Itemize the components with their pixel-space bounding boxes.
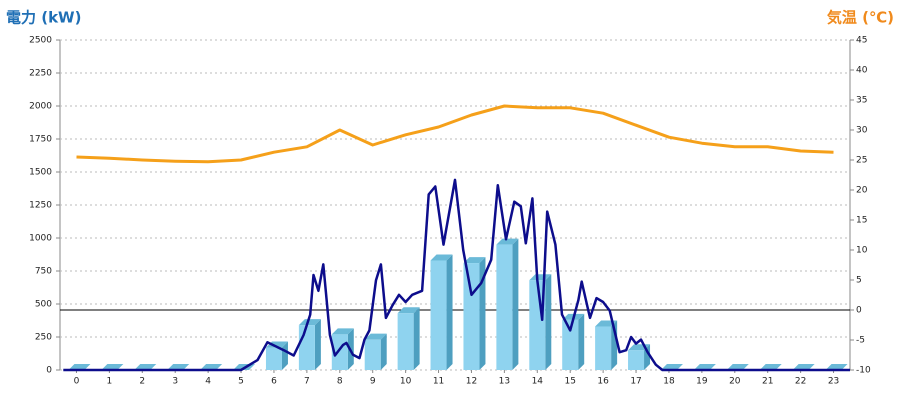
bar-side: [413, 307, 420, 370]
bar-top: [364, 333, 387, 340]
x-tick-label: 14: [532, 377, 544, 387]
x-tick-label: 17: [630, 377, 641, 387]
x-tick-label: 23: [828, 377, 839, 387]
bar-top: [397, 307, 420, 314]
x-tick-label: 18: [663, 377, 675, 387]
bar-side: [380, 333, 387, 370]
bar-top: [298, 319, 321, 326]
bar: [430, 260, 447, 370]
bar: [562, 319, 579, 370]
x-tick-label: 1: [107, 377, 113, 387]
temperature-line: [76, 104, 834, 164]
y2-tick-label: 35: [856, 96, 867, 106]
x-tick-label: 16: [597, 377, 609, 387]
x-tick-label: 6: [271, 377, 277, 387]
y2-tick-label: -5: [856, 336, 865, 346]
bar-side: [446, 254, 453, 370]
bar-top: [101, 364, 124, 370]
bar-top: [430, 254, 453, 261]
x-tick-label: 4: [205, 377, 211, 387]
x-tick-label: 3: [172, 377, 178, 387]
y-tick-label: 1000: [29, 234, 52, 244]
y2-tick-label: 40: [856, 66, 868, 76]
y2-tick-label: 20: [856, 186, 868, 196]
bar-top: [463, 257, 486, 264]
x-tick-label: 12: [466, 377, 477, 387]
y-tick-label: 1750: [29, 135, 52, 145]
y-tick-label: 2250: [29, 69, 52, 79]
bar-top: [825, 364, 848, 370]
y-tick-label: 250: [35, 333, 52, 343]
x-tick-label: 13: [499, 377, 510, 387]
power-line: [63, 178, 850, 372]
x-tick-label: 7: [304, 377, 310, 387]
bar-side: [479, 257, 486, 370]
left-axis-title: 電力 (kW): [6, 9, 81, 27]
y2-tick-label: 15: [856, 216, 867, 226]
bar-top: [660, 364, 683, 370]
x-tick-label: 19: [696, 377, 708, 387]
bar: [496, 244, 513, 370]
x-tick-label: 22: [795, 377, 806, 387]
bar-top: [167, 364, 190, 370]
bar: [364, 339, 381, 370]
y-tick-label: 750: [35, 267, 52, 277]
x-tick-label: 2: [139, 377, 145, 387]
x-tick-label: 11: [433, 377, 444, 387]
y-tick-label: 2500: [29, 36, 52, 46]
bar-top: [726, 364, 749, 370]
x-tick-label: 5: [238, 377, 244, 387]
x-tick-label: 8: [337, 377, 343, 387]
x-tick-label: 15: [564, 377, 575, 387]
bar-side: [545, 274, 552, 370]
y-tick-label: 1250: [29, 201, 52, 211]
y-tick-label: 500: [35, 300, 52, 310]
x-tick-label: 10: [400, 377, 412, 387]
x-tick-label: 20: [729, 377, 741, 387]
y2-tick-label: -10: [856, 366, 871, 376]
bar-top: [200, 364, 223, 370]
y-tick-label: 2000: [29, 102, 52, 112]
bar: [397, 313, 414, 370]
y2-tick-label: 45: [856, 36, 867, 46]
bar-side: [578, 313, 585, 370]
bar: [463, 263, 480, 370]
bar: [298, 325, 315, 370]
bar-top: [496, 238, 519, 245]
bar-top: [134, 364, 157, 370]
y2-tick-label: 0: [856, 306, 862, 316]
x-tick-label: 9: [370, 377, 376, 387]
bar: [595, 326, 612, 370]
x-tick-label: 0: [74, 377, 80, 387]
y-tick-label: 0: [46, 366, 52, 376]
y2-tick-label: 5: [856, 276, 862, 286]
y2-tick-label: 10: [856, 246, 868, 256]
bar-top: [792, 364, 815, 370]
bar-side: [314, 319, 321, 370]
right-axis-title: 気温 (℃): [827, 9, 894, 27]
bar-top: [693, 364, 716, 370]
bar-top: [331, 328, 354, 335]
bar: [265, 347, 282, 370]
y2-tick-label: 25: [856, 156, 867, 166]
bar-top: [68, 364, 91, 370]
y2-tick-label: 30: [856, 126, 868, 136]
bar: [628, 350, 645, 370]
bar-top: [759, 364, 782, 370]
y-tick-label: 1500: [29, 168, 52, 178]
bar-side: [512, 238, 519, 370]
bar-top: [529, 274, 552, 281]
x-tick-label: 21: [762, 377, 773, 387]
